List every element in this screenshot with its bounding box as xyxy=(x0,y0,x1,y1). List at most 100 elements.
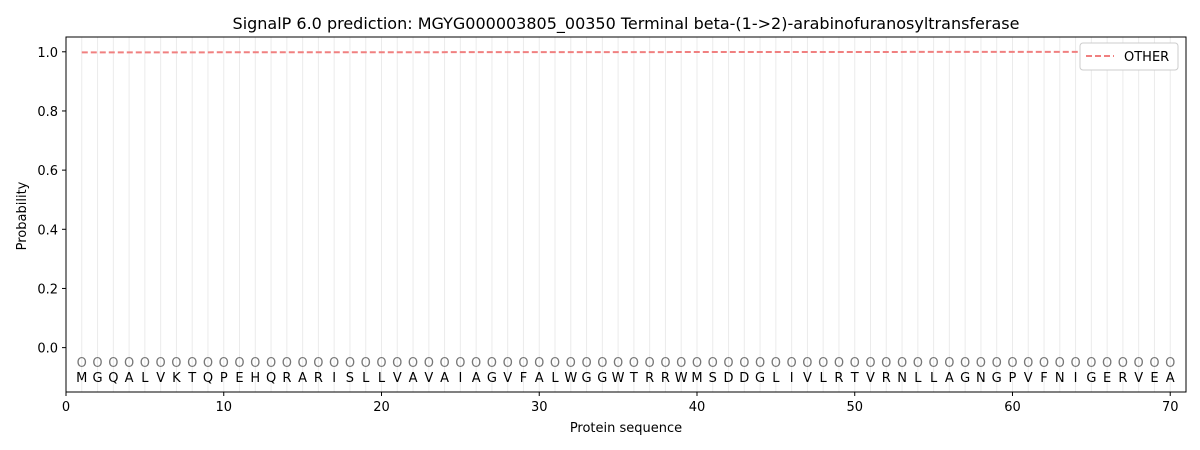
sequence-letter: A xyxy=(409,371,418,386)
label-marker: O xyxy=(1118,356,1128,371)
sequence-letter: G xyxy=(960,371,970,386)
sequence-letter: L xyxy=(362,371,370,386)
x-tick-label: 10 xyxy=(215,400,232,415)
label-marker: O xyxy=(108,356,118,371)
label-marker: O xyxy=(1102,356,1112,371)
label-marker: O xyxy=(913,356,923,371)
sequence-letter: Q xyxy=(266,371,276,386)
sequence-letter: W xyxy=(675,371,688,386)
label-marker: O xyxy=(329,356,339,371)
y-tick-label: 1.0 xyxy=(37,46,58,61)
label-marker: O xyxy=(424,356,434,371)
y-axis-ticks: 0.0 0.2 0.4 0.6 0.8 1.0 xyxy=(37,46,66,357)
y-tick-label: 0.0 xyxy=(37,342,58,357)
label-marker: O xyxy=(345,356,355,371)
label-marker: O xyxy=(187,356,197,371)
label-marker: O xyxy=(676,356,686,371)
y-tick-label: 0.4 xyxy=(37,223,58,238)
label-marker: O xyxy=(881,356,891,371)
label-marker: O xyxy=(1070,356,1080,371)
sequence-letter: G xyxy=(992,371,1002,386)
sequence-letter: I xyxy=(790,371,794,386)
label-marker: O xyxy=(660,356,670,371)
sequence-letter: Q xyxy=(108,371,118,386)
sequence-letter: N xyxy=(897,371,907,386)
sequence-letter: A xyxy=(945,371,954,386)
label-marker: O xyxy=(960,356,970,371)
sequence-letter: F xyxy=(1040,371,1047,386)
sequence-letter: M xyxy=(76,371,87,386)
sequence-letter: V xyxy=(866,371,875,386)
chart-title: SignalP 6.0 prediction: MGYG000003805_00… xyxy=(233,14,1020,34)
label-marker: O xyxy=(77,356,87,371)
label-marker: O xyxy=(1134,356,1144,371)
label-marker: O xyxy=(834,356,844,371)
label-marker: O xyxy=(455,356,465,371)
sequence-letter: V xyxy=(393,371,402,386)
sequence-letter: N xyxy=(976,371,986,386)
label-marker: O xyxy=(818,356,828,371)
x-axis-ticks: 0 10 20 30 40 50 60 70 xyxy=(62,392,1178,415)
sequence-letter: P xyxy=(220,371,228,386)
label-marker: O xyxy=(566,356,576,371)
label-marker: O xyxy=(645,356,655,371)
sequence-letter: L xyxy=(772,371,780,386)
y-axis-label: Probability xyxy=(15,181,30,250)
sequence-letter: R xyxy=(314,371,323,386)
label-marker: O xyxy=(171,356,181,371)
sequence-letter: V xyxy=(503,371,512,386)
sequence-letter: G xyxy=(597,371,607,386)
label-marker: O xyxy=(723,356,733,371)
label-marker: O xyxy=(739,356,749,371)
label-marker: O xyxy=(266,356,276,371)
sequence-letter: L xyxy=(551,371,559,386)
sequence-letter: V xyxy=(156,371,165,386)
sequence-letter: L xyxy=(914,371,922,386)
sequence-letter: T xyxy=(187,371,196,386)
sequence-letter: S xyxy=(709,371,717,386)
sequence-letter: K xyxy=(172,371,181,386)
label-marker: O xyxy=(629,356,639,371)
label-marker: O xyxy=(897,356,907,371)
y-tick-label: 0.6 xyxy=(37,164,58,179)
sequence-letter: I xyxy=(1074,371,1078,386)
label-marker: O xyxy=(708,356,718,371)
sequence-letter: G xyxy=(1086,371,1096,386)
label-marker: O xyxy=(1165,356,1175,371)
label-marker: O xyxy=(250,356,260,371)
sequence-letter: A xyxy=(298,371,307,386)
label-marker: O xyxy=(550,356,560,371)
sequence-letter: A xyxy=(535,371,544,386)
series-line-other xyxy=(81,50,1171,54)
label-marker: O xyxy=(976,356,986,371)
label-marker: O xyxy=(787,356,797,371)
sequence-letter: T xyxy=(629,371,638,386)
label-marker: O xyxy=(298,356,308,371)
label-marker: O xyxy=(503,356,513,371)
label-marker: O xyxy=(597,356,607,371)
label-marker: O xyxy=(1007,356,1017,371)
label-marker: O xyxy=(802,356,812,371)
label-marker: O xyxy=(771,356,781,371)
sequence-letter: P xyxy=(1009,371,1017,386)
label-marker: O xyxy=(865,356,875,371)
label-marker: O xyxy=(518,356,528,371)
sequence-letter: I xyxy=(332,371,336,386)
sequence-letter: I xyxy=(458,371,462,386)
label-marker: O xyxy=(361,356,371,371)
sequence-letter: A xyxy=(1166,371,1175,386)
label-marker: O xyxy=(124,356,134,371)
label-marker: O xyxy=(534,356,544,371)
x-tick-label: 30 xyxy=(531,400,548,415)
grid-lines xyxy=(81,37,1171,392)
label-marker: O xyxy=(850,356,860,371)
sequence-letter: D xyxy=(739,371,749,386)
sequence-letter: G xyxy=(755,371,765,386)
label-marker: O xyxy=(613,356,623,371)
sequence-letter: E xyxy=(1103,371,1111,386)
label-marker: O xyxy=(755,356,765,371)
sequence-letter: A xyxy=(125,371,134,386)
sequence-letter: A xyxy=(440,371,449,386)
